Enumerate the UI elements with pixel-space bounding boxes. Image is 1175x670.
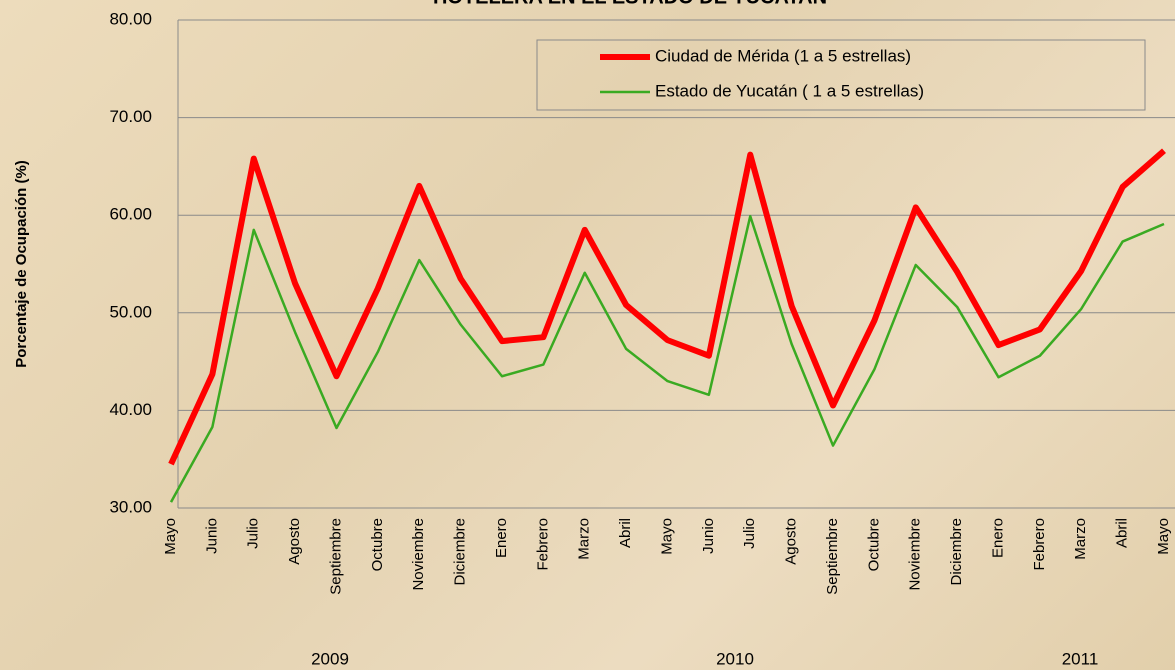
x-tick-label: Agosto xyxy=(286,518,303,565)
y-tick-label: 30.00 xyxy=(109,497,152,516)
x-tick-label: Octubre xyxy=(865,518,882,571)
x-tick-label: Febrero xyxy=(534,518,551,571)
x-tick-label: Noviembre xyxy=(410,518,427,591)
x-tick-label: Octubre xyxy=(369,518,386,571)
y-tick-label: 60.00 xyxy=(109,205,152,224)
x-tick-label: Enero xyxy=(989,518,1006,558)
x-tick-label: Mayo xyxy=(162,518,179,555)
x-tick-label: Diciembre xyxy=(948,518,965,586)
x-tick-label: Mayo xyxy=(658,518,675,555)
y-tick-label: 40.00 xyxy=(109,400,152,419)
chart-title: HOTELERA EN EL ESTADO DE YUCATAN xyxy=(433,0,827,8)
x-tick-label: Septiembre xyxy=(824,518,841,595)
x-tick-label: Julio xyxy=(741,518,758,549)
x-tick-label: Diciembre xyxy=(452,518,469,586)
y-tick-label: 70.00 xyxy=(109,107,152,126)
x-tick-label: Agosto xyxy=(783,518,800,565)
y-tick-label: 50.00 xyxy=(109,302,152,321)
x-tick-label: Julio xyxy=(245,518,262,549)
x-tick-label: Mayo xyxy=(1155,518,1172,555)
year-label: 2010 xyxy=(716,649,754,668)
x-tick-label: Abril xyxy=(1114,518,1131,548)
x-tick-label: Enero xyxy=(493,518,510,558)
x-tick-label: Junio xyxy=(203,518,220,554)
y-tick-label: 80.00 xyxy=(109,9,152,28)
legend-box xyxy=(536,39,1146,111)
x-tick-label: Marzo xyxy=(576,518,593,560)
series-line xyxy=(168,148,1166,466)
x-tick-label: Abril xyxy=(617,518,634,548)
legend-label: Estado de Yucatán ( 1 a 5 estrellas) xyxy=(655,81,924,100)
x-tick-label: Septiembre xyxy=(327,518,344,595)
year-label: 2009 xyxy=(311,649,349,668)
x-tick-label: Junio xyxy=(700,518,717,554)
legend-label: Ciudad de Mérida (1 a 5 estrellas) xyxy=(655,46,911,65)
series-line xyxy=(169,214,1165,503)
x-tick-label: Febrero xyxy=(1031,518,1048,571)
year-label: 2011 xyxy=(1062,649,1099,668)
x-tick-label: Noviembre xyxy=(907,518,924,591)
x-tick-label: Marzo xyxy=(1072,518,1089,560)
y-axis-label: Porcentaje de Ocupación (%) xyxy=(13,160,30,368)
